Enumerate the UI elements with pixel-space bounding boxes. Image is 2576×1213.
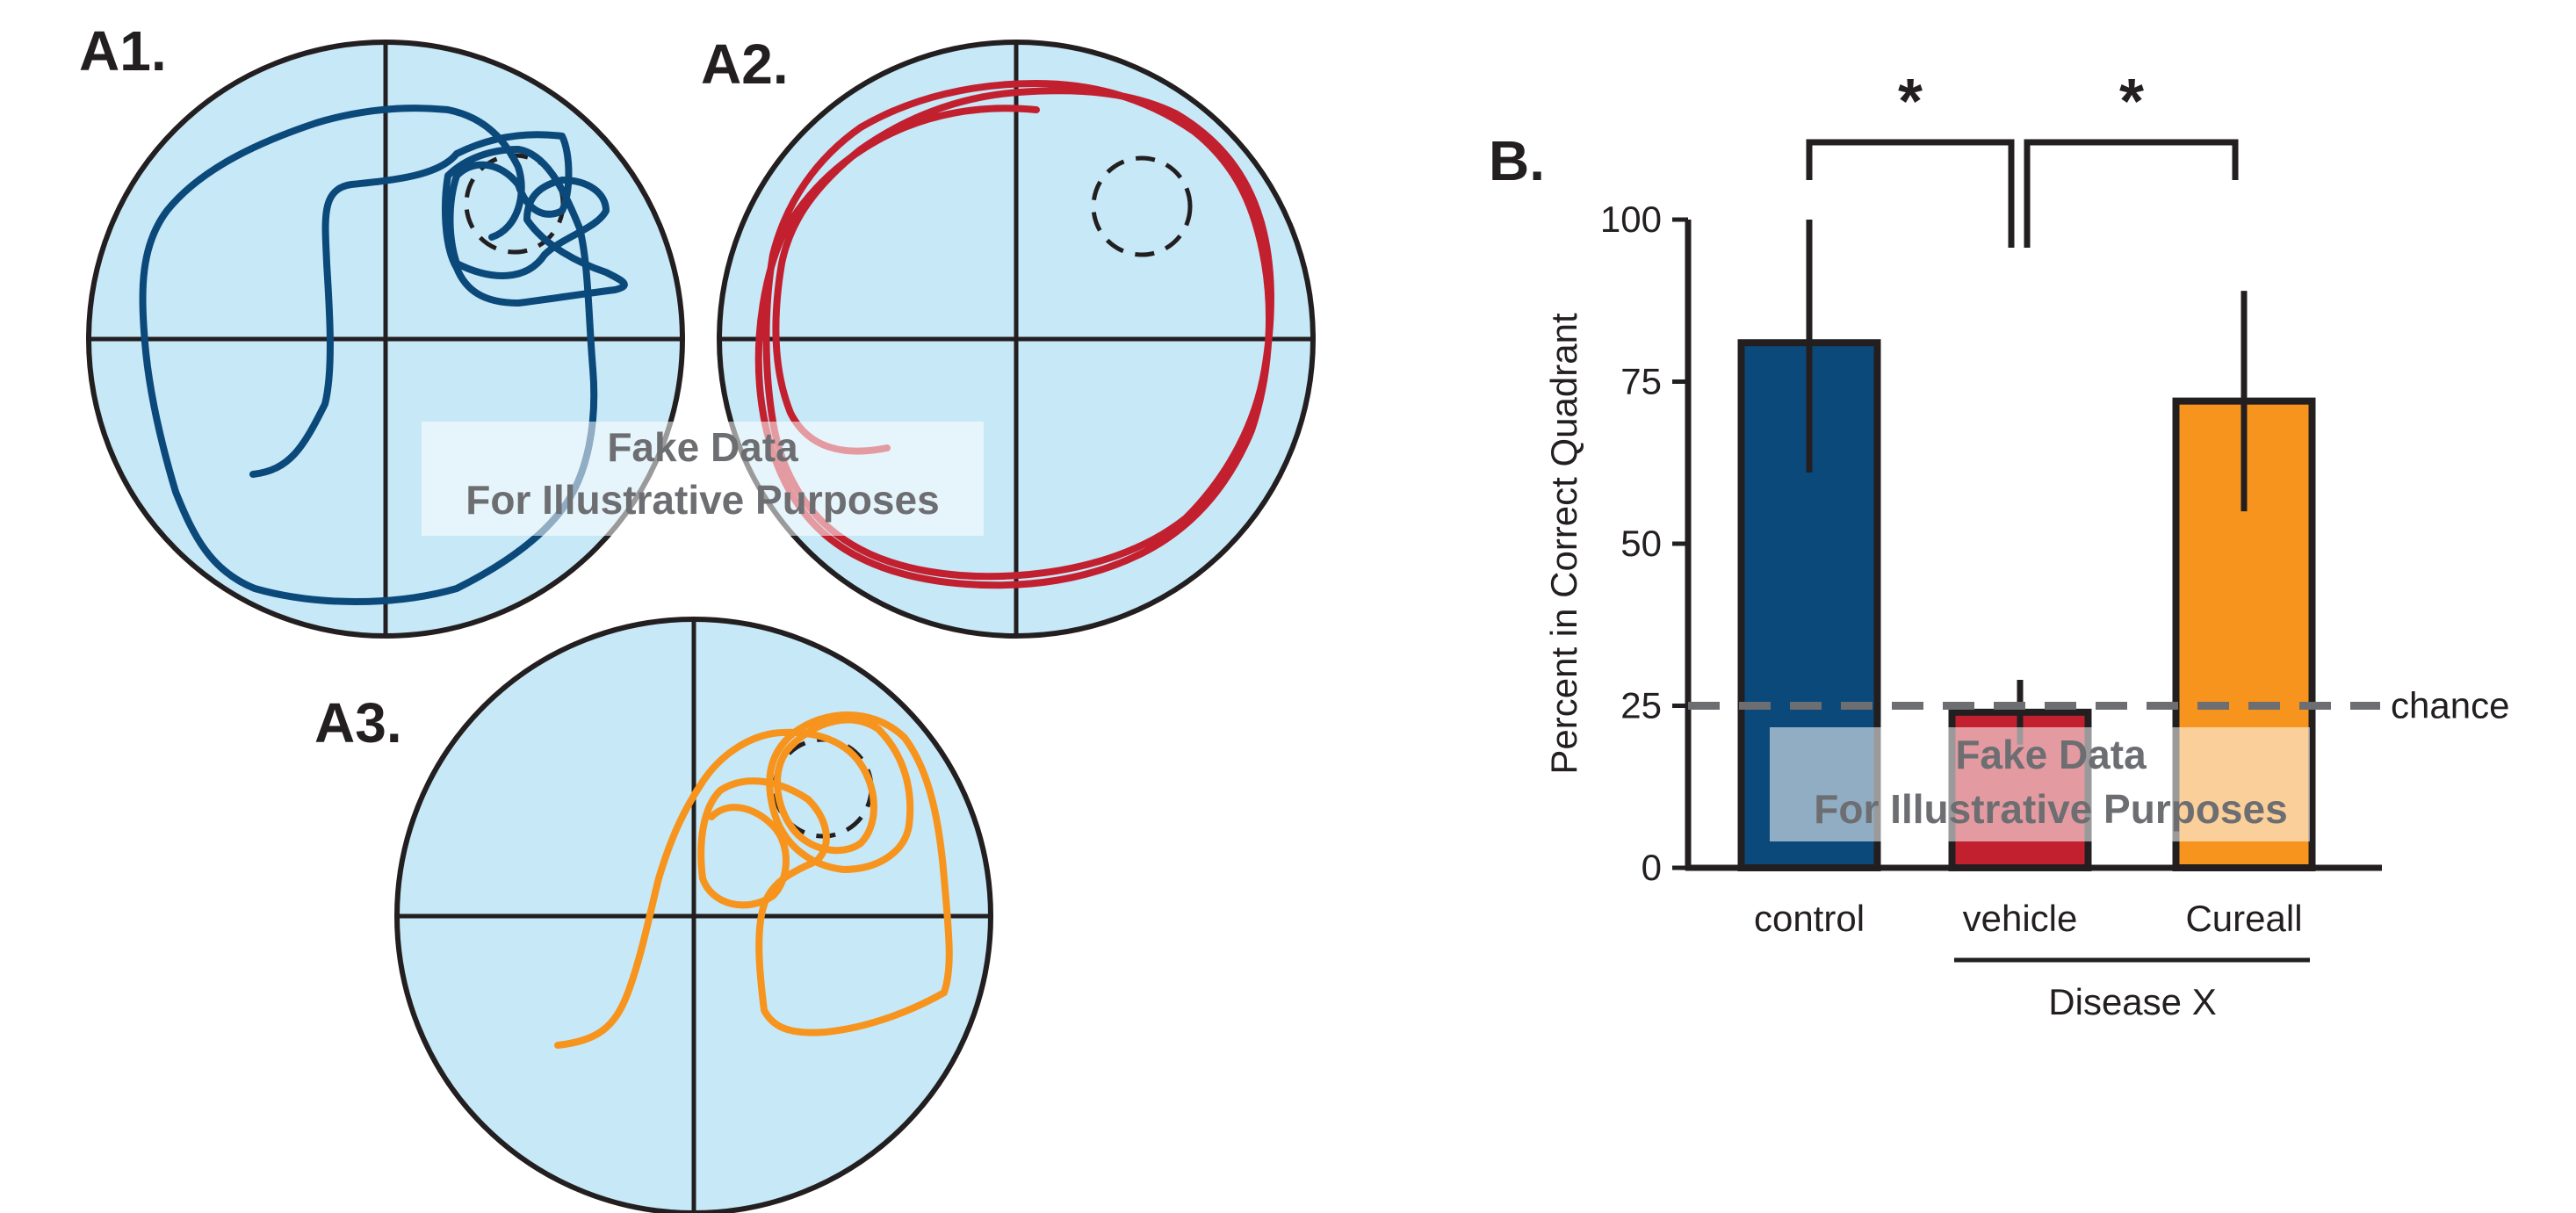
swim-path-cureall [554,711,953,1049]
maze-a3 [394,617,993,1213]
panel-label-a1: A1. [79,19,167,83]
chance-label: chance [2391,685,2509,726]
group-label: Disease X [2048,981,2216,1022]
panel-label-a2: A2. [701,32,789,96]
watermark-line1-b: Fake Data [1955,732,2147,777]
panel-label-a3: A3. [314,691,402,755]
significance-bracket [2024,139,2239,248]
y-tick-label: 75 [1620,361,1662,402]
bar-chart: 0 25 50 75 100 Percent in Correct Quadrant con… [1543,67,2509,1022]
watermark-a: Fake Data For Illustrative Purposes [422,422,984,536]
y-tick-label: 100 [1600,199,1662,240]
y-tick-label: 50 [1620,523,1662,564]
x-tick-label: vehicle [1963,898,2078,939]
x-tick-label: Cureall [2185,898,2302,939]
panel-label-b: B. [1489,129,1545,192]
y-tick-label: 0 [1642,847,1662,888]
platform-target-a2 [1091,155,1193,257]
significance-star: * [1898,67,1923,137]
watermark-line2-b: For Illustrative Purposes [1814,786,2287,832]
significance-star: * [2119,67,2144,137]
watermark-line2-a: For Illustrative Purposes [465,477,939,523]
watermark-line1-a: Fake Data [607,424,798,470]
y-tick-label: 25 [1620,685,1662,726]
y-axis-title: Percent in Correct Quadrant [1543,313,1584,775]
swim-path-control [139,105,628,605]
watermark-b: Fake Data For Illustrative Purposes [1770,727,2310,841]
maze-a2 [717,40,1316,639]
maze-a1 [86,40,685,639]
x-tick-label: control [1754,898,1865,939]
significance-bracket [1806,139,2015,248]
